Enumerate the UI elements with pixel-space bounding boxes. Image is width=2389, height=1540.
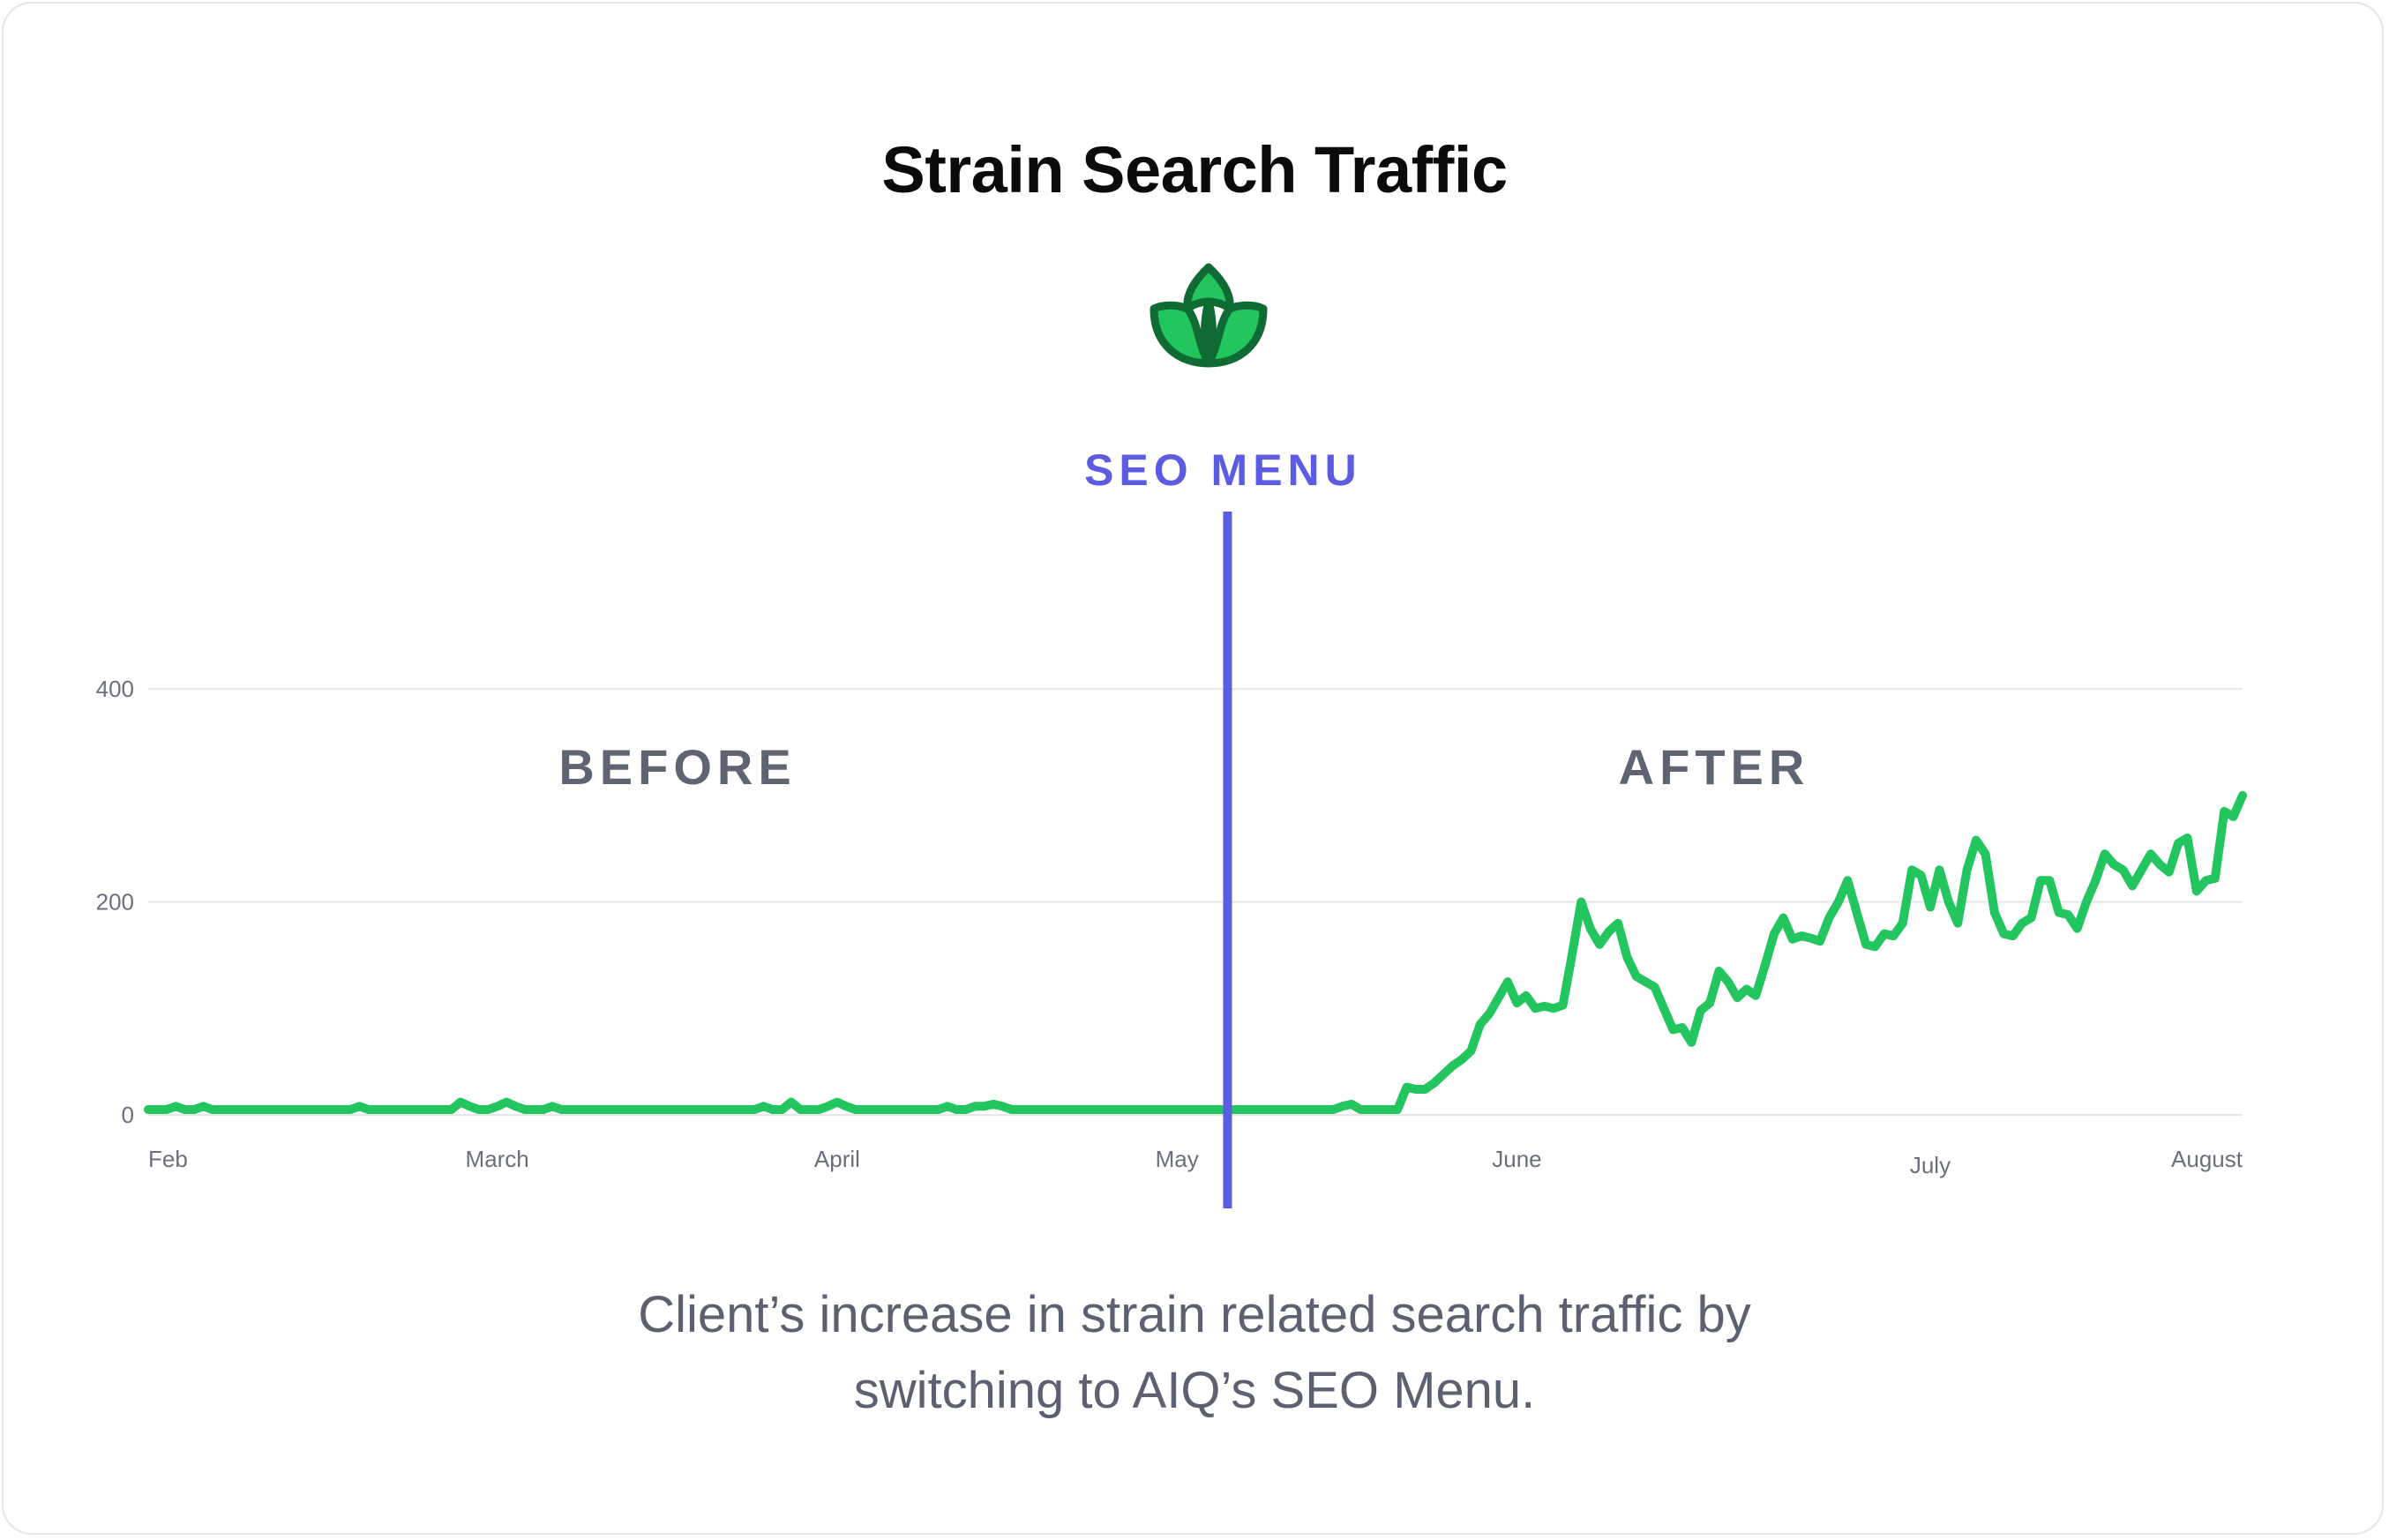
caption-line-2: switching to AIQ’s SEO Menu. — [853, 1362, 1536, 1419]
x-tick-label: July — [1910, 1152, 1951, 1178]
series-line-traffic — [144, 790, 2247, 1114]
y-tick-label: 0 — [122, 1102, 134, 1128]
x-tick-label: April — [814, 1146, 860, 1172]
seo-menu-marker-line — [1223, 512, 1232, 1208]
leaf-icon — [1150, 263, 1268, 368]
seo-menu-marker-label: SEO MENU — [1084, 445, 1362, 495]
chart-caption: Client’s increase in strain related sear… — [0, 1277, 2389, 1429]
page-title: Strain Search Traffic — [881, 133, 1508, 206]
x-tick-label: August — [2171, 1146, 2243, 1172]
y-tick-label: 400 — [96, 676, 134, 702]
x-tick-label: Feb — [148, 1146, 188, 1172]
x-tick-label: May — [1156, 1146, 1199, 1172]
caption-line-1: Client’s increase in strain related sear… — [638, 1286, 1751, 1343]
x-tick-label: June — [1492, 1146, 1541, 1172]
x-tick-label: March — [466, 1146, 529, 1172]
y-tick-label: 200 — [96, 889, 134, 916]
region-label-after: AFTER — [1619, 739, 1810, 795]
region-label-before: BEFORE — [558, 739, 796, 795]
